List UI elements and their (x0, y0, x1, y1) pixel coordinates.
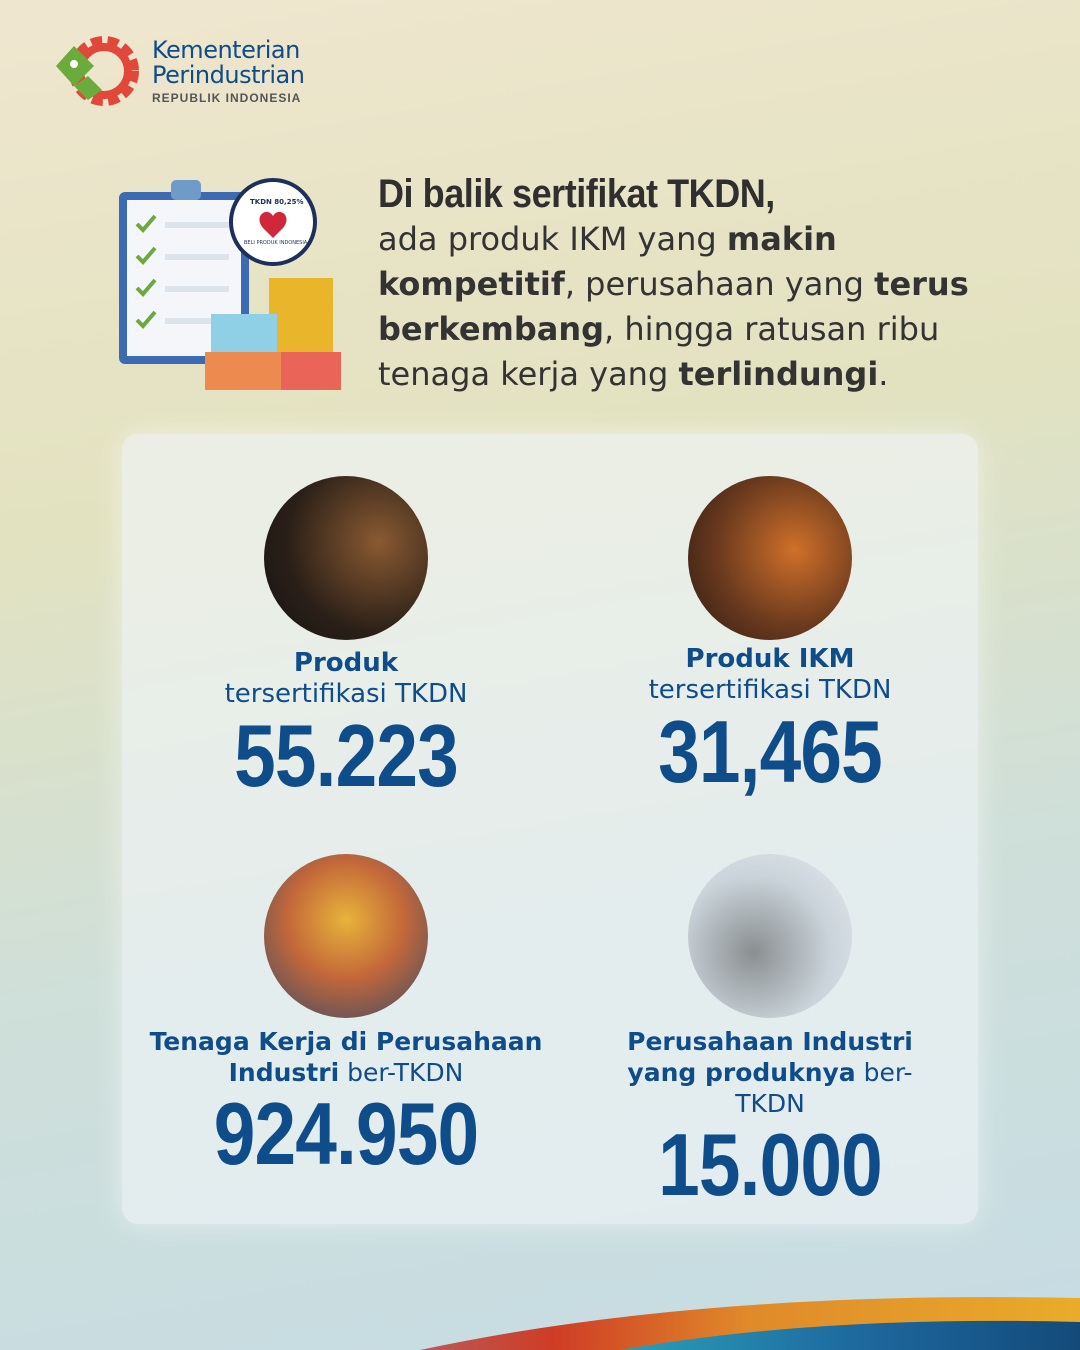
circuit-board-photo (688, 854, 852, 1018)
stat-label-bold: Produk (293, 648, 399, 678)
headline-text: . (878, 355, 889, 393)
headline-bold: terus berkembang (378, 265, 969, 348)
headline: Di balik sertifikat TKDN, ada produk IKM… (378, 172, 1028, 397)
stat-perusahaan: Perusahaan Industri yang produknya ber-T… (556, 854, 984, 1211)
headline-text: , hingga ratusan ribu tenaga kerja yang (378, 310, 940, 393)
decorative-swoosh (420, 1297, 1080, 1350)
stat-label: tersertifikasi TKDN (224, 679, 468, 709)
headline-title: Di balik sertifikat TKDN, (378, 172, 775, 216)
headline-bold: makin kompetitif (378, 220, 837, 303)
stat-value: 55.223 (234, 706, 459, 805)
stat-produk-ikm: Produk IKM tersertifikasi TKDN 31,465 (556, 476, 984, 798)
logo-line2: Perindustrian (152, 60, 305, 89)
stat-label: ber-TKDN (735, 1058, 913, 1118)
stat-label-bold: Produk IKM (685, 644, 855, 674)
headline-text: , perusahaan yang (564, 265, 875, 303)
headline-text: ada produk IKM yang (378, 220, 727, 258)
stat-tenaga-kerja: Tenaga Kerja di Perusahaan Industri ber-… (132, 854, 560, 1180)
stat-label: tersertifikasi TKDN (648, 675, 892, 705)
logo-line3: REPUBLIK INDONESIA (152, 90, 302, 105)
stat-value: 924.950 (213, 1084, 479, 1183)
logo-line1: Kementerian (152, 35, 300, 64)
stat-value: 15.000 (658, 1115, 883, 1214)
stats-card: Produk tersertifikasi TKDN 55.223 Produk … (122, 434, 978, 1224)
badge-bottom-text: BELI PRODUK INDONESIA (244, 240, 308, 246)
stat-value: 31,465 (658, 702, 883, 801)
stat-label-bold: Tenaga Kerja di Perusahaan Industri (149, 1027, 543, 1087)
stat-label: ber-TKDN (339, 1058, 464, 1087)
gear-leaf-logo-icon (56, 36, 139, 106)
speaker-photo (264, 476, 428, 640)
kemenperin-logo: Kementerian Perindustrian REPUBLIK INDON… (52, 32, 305, 110)
workers-photo (264, 854, 428, 1018)
headline-bold: terlindungi (678, 355, 879, 393)
stat-produk: Produk tersertifikasi TKDN 55.223 (132, 476, 560, 802)
badge-top-text: TKDN 80,25% (250, 198, 304, 206)
stat-label-bold: Perusahaan Industri yang produknya (627, 1027, 913, 1087)
clipboard-certificate-illustration (119, 178, 341, 390)
shoe-photo (688, 476, 852, 640)
